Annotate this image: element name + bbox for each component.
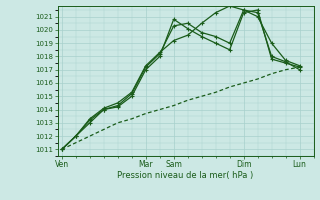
X-axis label: Pression niveau de la mer( hPa ): Pression niveau de la mer( hPa ) <box>117 171 254 180</box>
